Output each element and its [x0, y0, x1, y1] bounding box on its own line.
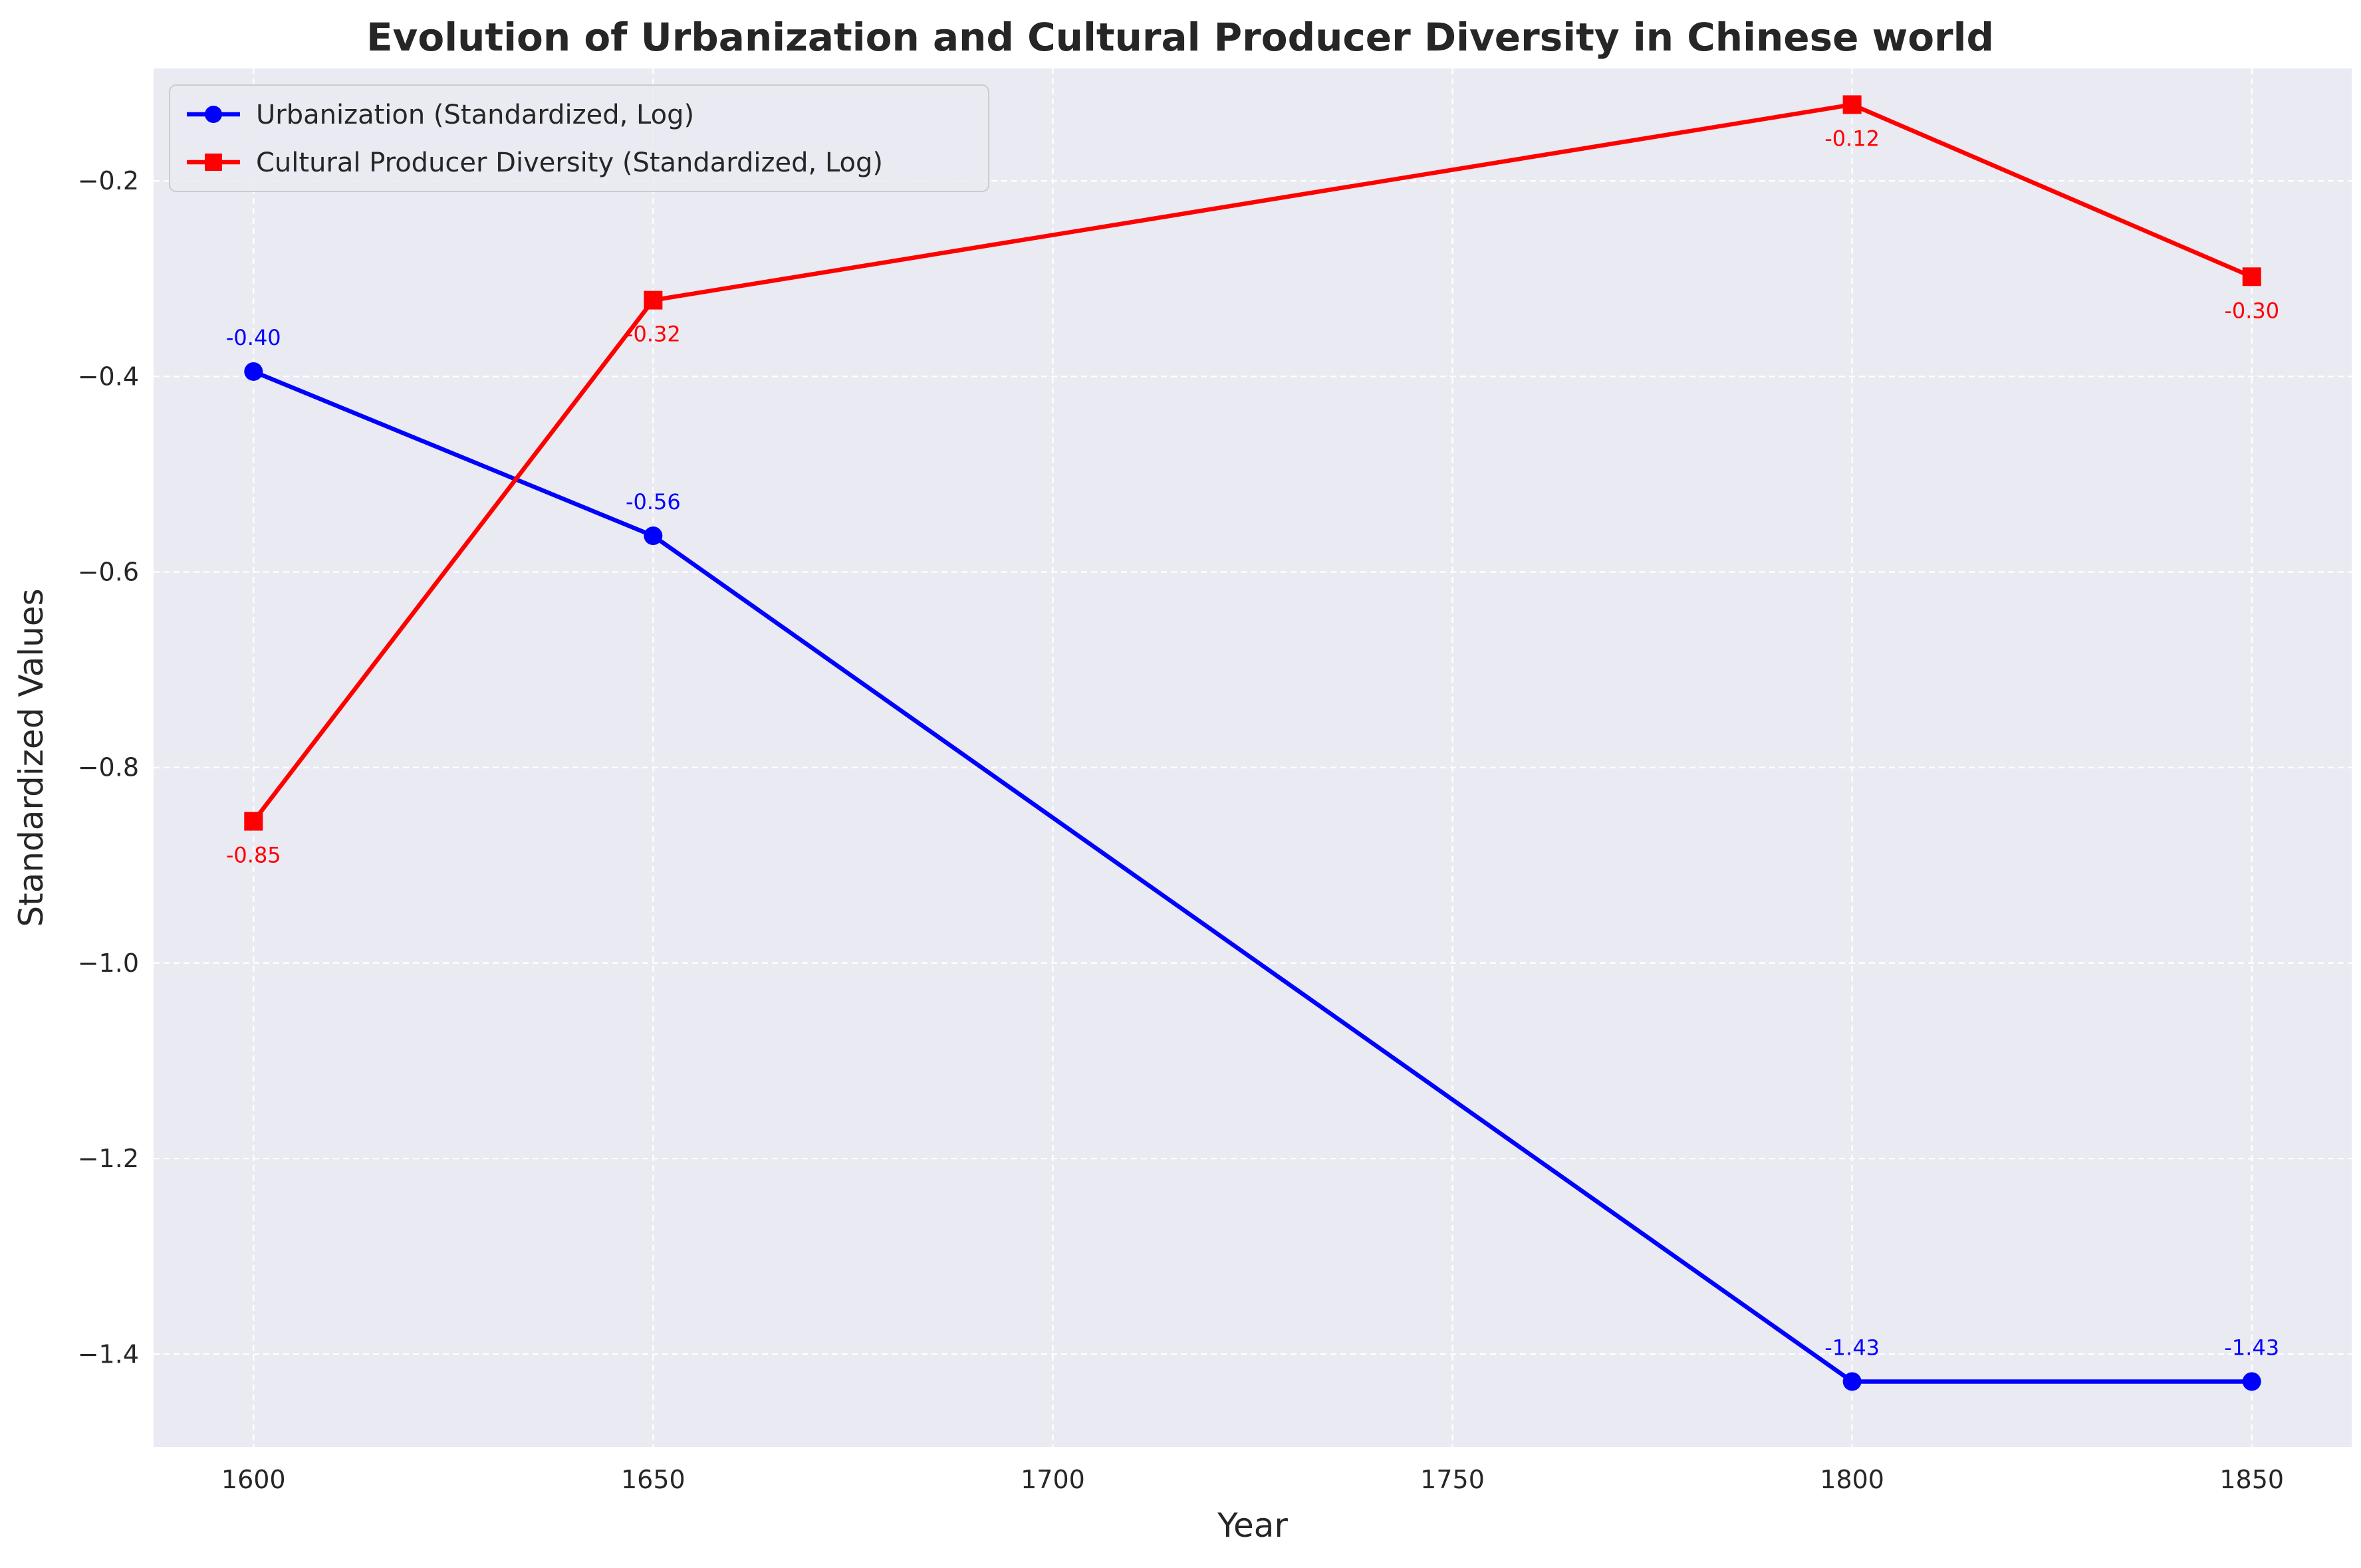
data-point — [2242, 1372, 2261, 1391]
y-tick-label: −0.6 — [78, 558, 139, 587]
data-label: -0.30 — [2224, 298, 2279, 323]
data-label: -1.43 — [1824, 1335, 1880, 1360]
legend-box — [169, 84, 989, 192]
y-tick-label: −1.2 — [78, 1144, 139, 1173]
y-tick-label: −0.4 — [78, 362, 139, 391]
x-tick-label: 1800 — [1820, 1465, 1884, 1494]
legend-marker — [205, 106, 222, 123]
data-label: -0.40 — [226, 325, 281, 350]
data-point — [244, 812, 263, 831]
legend: Urbanization (Standardized, Log) Cultural… — [169, 84, 989, 192]
data-point — [1842, 95, 1862, 114]
y-axis-label: Standardized Values — [12, 588, 51, 927]
x-tick-label: 1700 — [1021, 1465, 1085, 1494]
data-point — [244, 362, 263, 381]
series-line-1 — [251, 102, 2253, 823]
data-label: -0.32 — [626, 322, 681, 347]
data-point — [1842, 1372, 1862, 1391]
legend-entry-label: Cultural Producer Diversity (Standardize… — [256, 148, 883, 178]
y-tick-label: −0.8 — [78, 753, 139, 782]
plot-area — [154, 68, 2352, 1447]
x-tick-label: 1750 — [1420, 1465, 1485, 1494]
data-point — [2242, 267, 2261, 286]
data-label: -0.85 — [226, 843, 281, 868]
series-line-0 — [253, 369, 2252, 1384]
legend-entry-label: Urbanization (Standardized, Log) — [256, 100, 694, 130]
data-label: -0.12 — [1824, 126, 1880, 151]
x-axis-label: Year — [1217, 1506, 1288, 1545]
data-label: -1.43 — [2224, 1335, 2279, 1360]
series-lines — [244, 95, 2261, 1391]
legend-marker — [205, 154, 222, 171]
chart-title: Evolution of Urbanization and Cultural P… — [366, 15, 1994, 60]
x-tick-label: 1650 — [621, 1465, 685, 1494]
x-tick-label: 1600 — [221, 1465, 286, 1494]
tick-labels: 1600 1650 1700 1750 1800 1850 −1.4 −1.2 −1.0 −0.8… — [78, 166, 2284, 1494]
x-tick-label: 1850 — [2219, 1465, 2284, 1494]
y-tick-label: −0.2 — [78, 166, 139, 195]
y-tick-label: −1.4 — [78, 1339, 139, 1369]
data-label: -0.56 — [626, 489, 681, 514]
data-point — [644, 526, 663, 546]
data-labels: -0.40 -0.56 -1.43 -1.43 -0.85 -0.32 -0.12 -0.30 — [226, 126, 2279, 1360]
y-tick-label: −1.0 — [78, 949, 139, 978]
data-point — [644, 290, 663, 310]
grid-lines — [154, 68, 2352, 1447]
